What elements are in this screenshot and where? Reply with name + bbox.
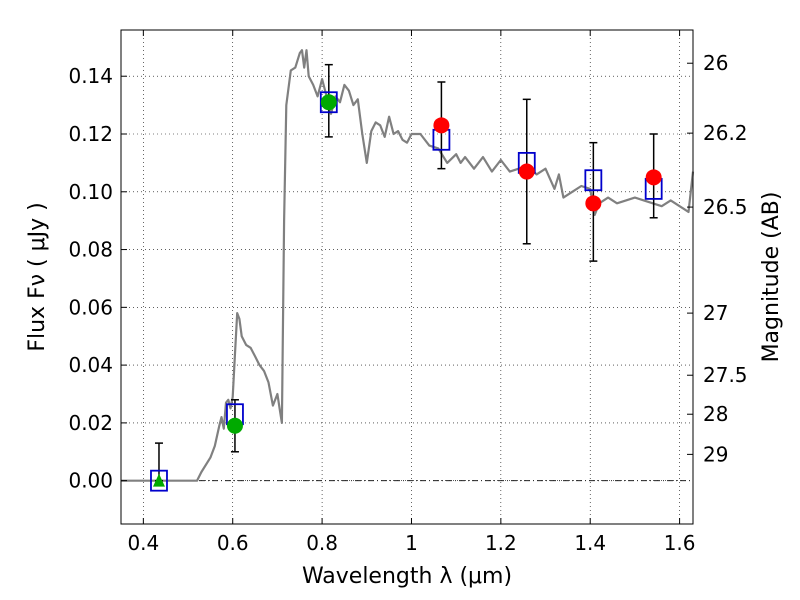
model-flux-square — [150, 469, 168, 492]
y-tick-label: 0.06 — [68, 295, 113, 319]
x-tick-label: 1.4 — [574, 531, 606, 555]
y2-tick-label: 27 — [703, 301, 728, 325]
y-tick-label: 0.02 — [68, 411, 113, 435]
y2-tick-label: 26.2 — [703, 121, 748, 145]
x-axis: 0.4 0.6 0.8 1 1.2 1.4 1.6 — [127, 30, 696, 555]
observed-flux-circle — [433, 117, 450, 134]
x-tick-label: 0.8 — [306, 531, 338, 555]
y2-tick-label: 27.5 — [703, 363, 748, 387]
y-axis-label: Flux Fν ( μJy ) — [25, 202, 50, 351]
y2-tick-label: 28 — [703, 402, 728, 426]
observed-flux-circle — [226, 417, 243, 434]
y2-tick-label: 26.5 — [703, 195, 748, 219]
upper-limit-triangle — [152, 473, 165, 487]
y2-axis: 26 26.2 26.5 27 27.5 28 29 — [687, 51, 748, 466]
x-tick-label: 1 — [405, 531, 418, 555]
grid-lines — [121, 30, 693, 524]
y-tick-label: 0.10 — [68, 180, 113, 204]
x-axis-label: Wavelength λ (μm) — [302, 564, 512, 589]
model-spectrum — [121, 49, 695, 482]
x-tick-label: 0.4 — [127, 531, 159, 555]
x-tick-label: 1.2 — [485, 531, 517, 555]
y-tick-label: 0.12 — [68, 122, 113, 146]
model-flux-square — [584, 169, 603, 192]
y-tick-label: 0.08 — [68, 238, 113, 262]
data-markers — [150, 91, 663, 492]
y2-tick-label: 29 — [703, 442, 728, 466]
observed-flux-circle — [518, 163, 535, 180]
spectrum-line — [121, 49, 695, 482]
plot-frame — [120, 29, 694, 525]
observed-flux-circle — [585, 195, 602, 212]
x-tick-label: 1.6 — [664, 531, 696, 555]
y-tick-label: 0.04 — [68, 353, 113, 377]
plot-background — [121, 30, 693, 524]
y-tick-label: 0.00 — [68, 469, 113, 493]
y2-tick-label: 26 — [703, 51, 728, 75]
observed-flux-circle — [320, 94, 337, 111]
y-axis: 0.00 0.02 0.04 0.06 0.08 0.10 0.12 0.14 — [68, 64, 127, 493]
y-tick-label: 0.14 — [68, 64, 113, 88]
x-tick-label: 0.6 — [217, 531, 249, 555]
observed-flux-circle — [645, 169, 662, 186]
y2-axis-label: Magnitude (AB) — [759, 192, 784, 363]
